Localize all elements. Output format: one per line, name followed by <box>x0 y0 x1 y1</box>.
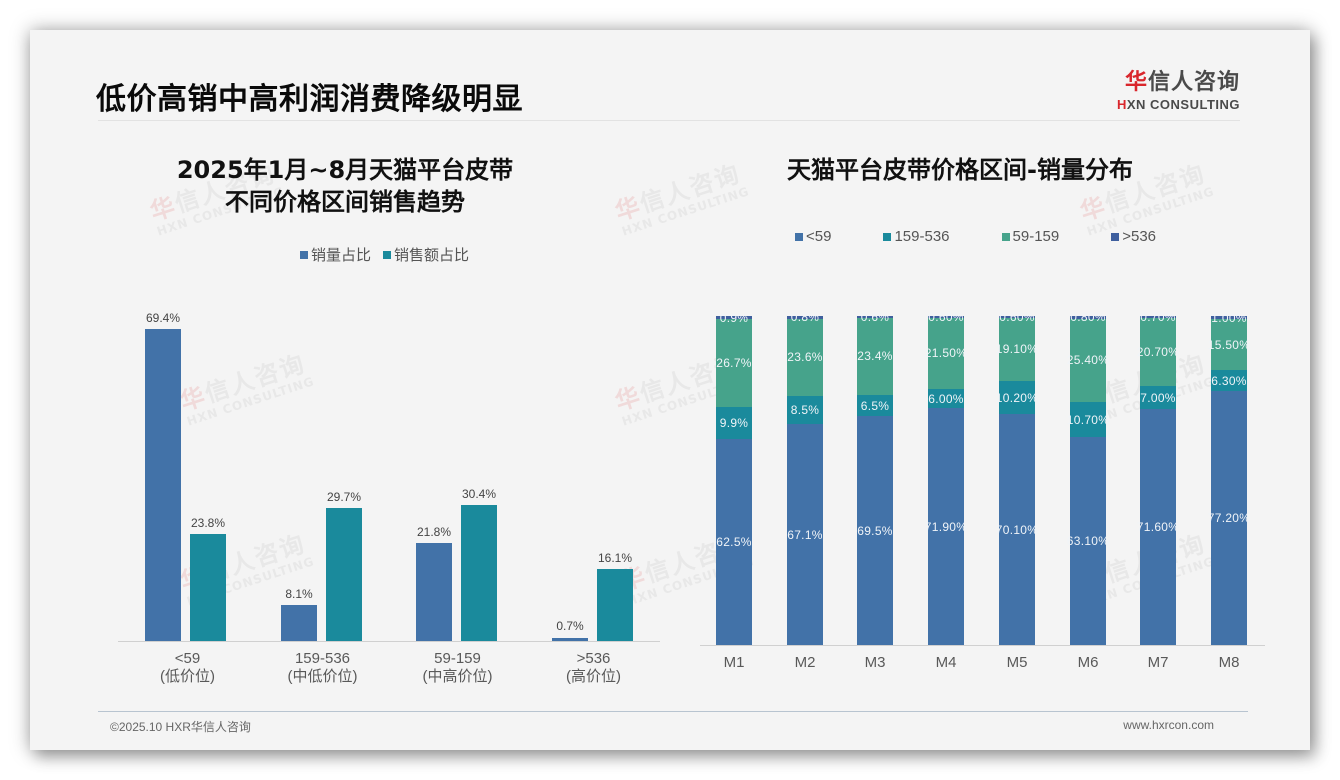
legend-gt536: >536 <box>1111 228 1156 245</box>
left-chart-plot: 69.4% 23.8% 8.1% 29.7% 21.8% 30.4% 0.7% … <box>118 300 660 642</box>
left-chart-title: 2025年1月~8月天猫平台皮带 不同价格区间销售趋势 <box>176 156 514 216</box>
legend-volume: 销量占比 <box>300 244 371 265</box>
bar-volume <box>281 605 317 641</box>
bar-volume <box>552 638 588 641</box>
category-label: <59 (低价位) <box>160 650 215 685</box>
company-logo: 华信人咨询 HXN CONSULTING <box>1117 64 1240 112</box>
bar-volume <box>145 329 181 641</box>
footer-copyright: ©2025.10 HXR华信人咨询 <box>110 720 251 734</box>
bar-group: 69.4% 23.8% <box>118 299 253 641</box>
legend-swatch <box>383 250 392 259</box>
stacked-bar-m7: 71.60% 7.00% 20.70% 0.70% <box>1137 310 1179 645</box>
bar-sales <box>326 508 362 641</box>
bar-group: 8.1% 29.7% <box>253 299 388 641</box>
slide: 低价高销中高利润消费降级明显 华信人咨询 HXN CONSULTING 华信人咨… <box>30 30 1310 750</box>
page-title: 低价高销中高利润消费降级明显 <box>96 82 523 117</box>
x-axis <box>118 641 660 642</box>
month-label: M6 <box>1077 654 1099 671</box>
left-chart-legend: 销量占比 销售额占比 <box>300 244 469 265</box>
stacked-bar-m1: 62.5% 9.9% 26.7% 0.9% <box>716 311 752 645</box>
legend-sales: 销售额占比 <box>383 244 469 265</box>
month-label: M4 <box>935 654 957 671</box>
bar-group: 0.7% 16.1% <box>523 299 658 641</box>
legend-59-159: 59-159 <box>1001 228 1059 245</box>
bar-volume <box>416 543 452 641</box>
bar-sales <box>190 534 226 641</box>
month-label: M1 <box>723 654 745 671</box>
legend-swatch <box>300 250 308 259</box>
legend-lt59: <59 <box>795 228 831 245</box>
stacked-bar-m2: 67.1% 8.5% 23.6% 0.8% <box>787 310 823 645</box>
logo-english: HXN CONSULTING <box>1116 97 1240 112</box>
bar-sales <box>597 569 633 641</box>
logo-chinese: 华信人咨询 <box>1124 70 1240 95</box>
stacked-bar-m8: 77.20% 6.30% 15.50% 1.00% <box>1208 311 1250 645</box>
bar-group: 21.8% 30.4% <box>388 299 523 641</box>
month-label: M5 <box>1006 654 1028 671</box>
month-label: M2 <box>794 654 816 671</box>
right-chart-legend: <59 159-536 59-159 >536 <box>795 228 1156 245</box>
x-axis <box>700 645 1265 646</box>
title-divider <box>98 120 1240 121</box>
bar-sales <box>461 505 497 641</box>
stacked-bar-m5: 70.10% 10.20% 19.10% 0.60% <box>996 310 1038 645</box>
category-label: 159-536 (中低价位) <box>287 650 358 685</box>
stacked-bar-m4: 71.90% 6.00% 21.50% 0.60% <box>925 310 967 645</box>
legend-159-536: 159-536 <box>883 228 950 245</box>
month-label: M8 <box>1218 654 1240 671</box>
stacked-bar-m3: 69.5% 6.5% 23.4% 0.6% <box>857 310 893 645</box>
footer-divider <box>98 711 1248 712</box>
month-label: M7 <box>1147 654 1169 671</box>
stacked-bar-m6: 63.10% 10.70% 25.40% 0.80% <box>1067 310 1109 645</box>
footer-website: www.hxrcon.com <box>1123 718 1214 732</box>
category-label: >536 (高价位) <box>566 650 621 685</box>
category-label: 59-159 (中高价位) <box>422 650 493 685</box>
month-label: M3 <box>864 654 886 671</box>
right-chart-title: 天猫平台皮带价格区间-销量分布 <box>787 156 1133 184</box>
